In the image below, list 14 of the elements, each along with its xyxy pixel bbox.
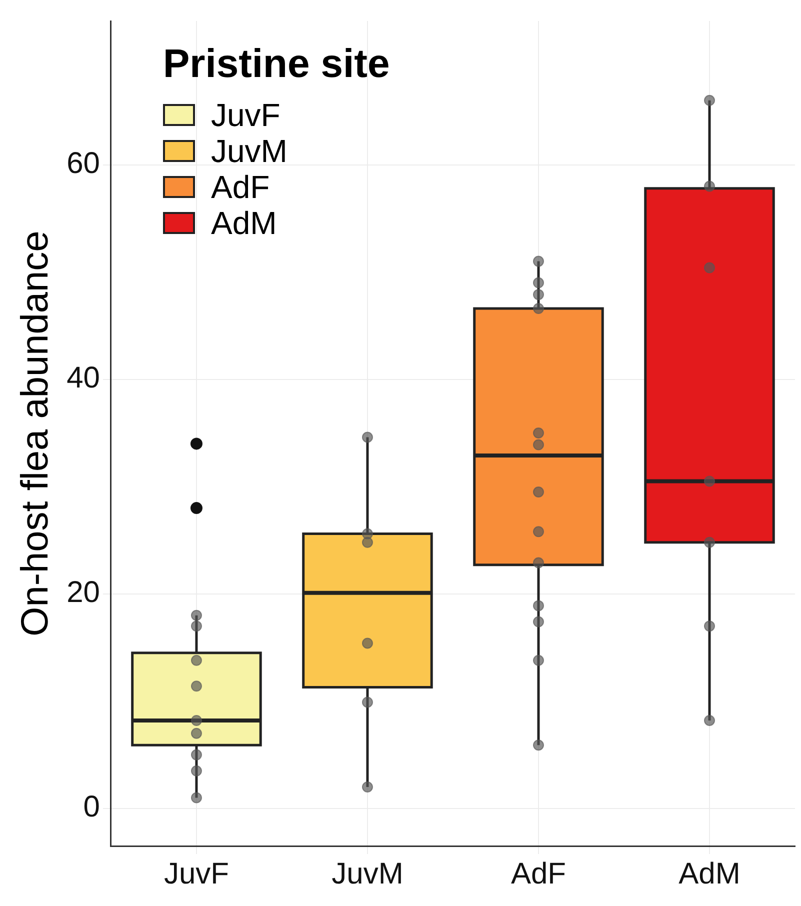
y-axis-title: On-host flea abundance [14,230,56,636]
legend-label: JuvF [210,96,280,134]
y-tick-label: 40 [66,362,100,395]
y-tick-label: 60 [66,147,100,180]
x-tick-label: AdF [510,857,566,890]
x-tick-label: JuvM [332,857,404,890]
x-tick-label: AdM [678,857,740,890]
legend-label: AdF [210,168,270,206]
legend-label: JuvM [210,132,288,170]
x-tick-label: JuvF [164,857,229,890]
y-tick-label: 0 [83,790,100,824]
legend-title: Pristine site [162,41,390,88]
legend-label: AdM [210,204,277,242]
y-tick-label: 20 [66,576,100,610]
